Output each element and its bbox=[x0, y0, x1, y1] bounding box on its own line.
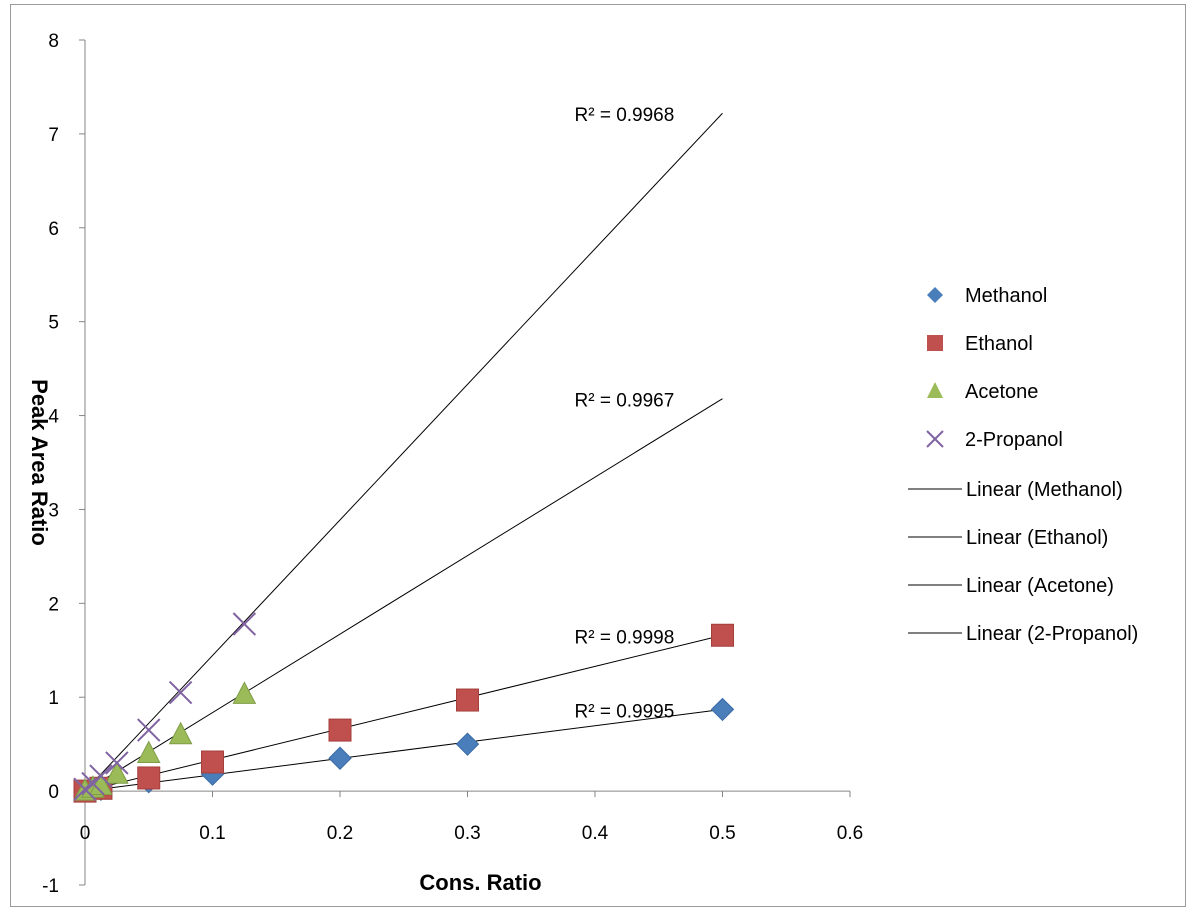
legend-item-2-propanol: 2-Propanol bbox=[926, 429, 1063, 451]
y-tick-label: 4 bbox=[48, 407, 59, 428]
legend-item-acetone: Acetone bbox=[927, 381, 1038, 403]
r-squared-label: R² = 0.9998 bbox=[575, 627, 675, 648]
legend-label: Linear (Acetone) bbox=[966, 575, 1114, 597]
y-tick-label: 7 bbox=[48, 125, 59, 146]
data-point-2-propanol bbox=[137, 718, 161, 742]
data-point-ethanol bbox=[201, 750, 224, 774]
legend-label: Acetone bbox=[965, 381, 1038, 403]
r-squared-labels: R² = 0.9995 R² = 0.9998 R² = 0.9967 R² = 0.… bbox=[575, 105, 675, 722]
legend-item-trendline: Linear (2-Propanol) bbox=[908, 623, 1138, 645]
r-squared-label: R² = 0.9968 bbox=[575, 105, 675, 126]
legend-label: Methanol bbox=[965, 285, 1047, 307]
data-point-methanol bbox=[328, 746, 352, 770]
x-axis-title: Cons. Ratio bbox=[419, 870, 541, 895]
legend-item-trendline: Linear (Methanol) bbox=[908, 479, 1123, 501]
data-point-acetone bbox=[89, 772, 113, 795]
r-squared-label: R² = 0.9967 bbox=[575, 391, 675, 412]
trendline-2-propanol bbox=[84, 112, 723, 792]
legend-marker bbox=[927, 287, 943, 303]
x-tick-label: 0.3 bbox=[454, 823, 480, 844]
trendlines bbox=[84, 112, 723, 792]
y-axis-title: Peak Area Ratio bbox=[27, 379, 52, 546]
legend-label: 2-Propanol bbox=[965, 429, 1063, 451]
y-tick-label: 0 bbox=[48, 782, 59, 803]
x-tick-label: 0.2 bbox=[327, 823, 353, 844]
axes: -1 0 1 2 3 4 5 6 7 8 0 0.1 0.2 0.3 0.4 0.5 0.6 bbox=[42, 31, 863, 897]
x-tick-label: 0.1 bbox=[199, 823, 225, 844]
data-point-acetone bbox=[168, 721, 193, 745]
y-tick-label: 1 bbox=[48, 688, 59, 709]
data-point-2-propanol bbox=[105, 751, 129, 775]
x-tick-label: 0.4 bbox=[582, 823, 609, 844]
trendline-ethanol bbox=[84, 634, 723, 792]
legend-marker bbox=[927, 382, 943, 398]
data-point-2-propanol bbox=[89, 764, 113, 788]
x-stroke bbox=[232, 612, 257, 636]
data-point-ethanol bbox=[711, 623, 734, 647]
data-point-ethanol bbox=[456, 688, 479, 712]
x-tick-label: 0.5 bbox=[709, 823, 735, 844]
data-point-2-propanol bbox=[232, 612, 257, 636]
legend-label: Ethanol bbox=[965, 333, 1033, 355]
legend-label: Linear (Methanol) bbox=[966, 479, 1123, 501]
x-tick-label: 0.6 bbox=[837, 823, 863, 844]
x-stroke bbox=[168, 680, 193, 705]
x-stroke bbox=[89, 764, 113, 788]
y-tick-label: 6 bbox=[48, 219, 59, 240]
x-stroke bbox=[105, 751, 129, 775]
legend-item-trendline: Linear (Acetone) bbox=[908, 575, 1114, 597]
y-tick-label: 8 bbox=[48, 31, 59, 52]
x-tick-label: 0 bbox=[80, 823, 91, 844]
data-point-methanol bbox=[455, 732, 480, 756]
r-squared-label: R² = 0.9995 bbox=[575, 701, 675, 722]
legend-marker bbox=[927, 335, 943, 351]
data-point-acetone bbox=[232, 681, 257, 704]
data-point-acetone bbox=[105, 761, 129, 784]
data-point-2-propanol bbox=[168, 680, 193, 705]
legend-label: Linear (Ethanol) bbox=[966, 527, 1108, 549]
x-stroke bbox=[137, 718, 161, 742]
data-point-ethanol bbox=[328, 718, 352, 742]
y-tick-label: 3 bbox=[48, 500, 59, 521]
legend: Methanol Ethanol Acetone 2-Propanol Linear (… bbox=[908, 285, 1138, 645]
legend-item-methanol: Methanol bbox=[927, 285, 1047, 307]
data-points bbox=[73, 612, 735, 803]
legend-label: Linear (2-Propanol) bbox=[966, 623, 1138, 645]
legend-item-trendline: Linear (Ethanol) bbox=[908, 527, 1108, 549]
y-tick-label: 2 bbox=[48, 594, 59, 615]
y-tick-label: -1 bbox=[42, 876, 59, 897]
data-point-acetone bbox=[136, 740, 161, 764]
data-point-methanol bbox=[710, 697, 735, 722]
legend-marker bbox=[926, 430, 944, 448]
trendline-methanol bbox=[84, 708, 723, 792]
y-tick-label: 5 bbox=[48, 313, 59, 334]
data-point-ethanol bbox=[137, 766, 161, 790]
legend-item-ethanol: Ethanol bbox=[927, 333, 1033, 355]
trendline-acetone bbox=[84, 398, 723, 792]
